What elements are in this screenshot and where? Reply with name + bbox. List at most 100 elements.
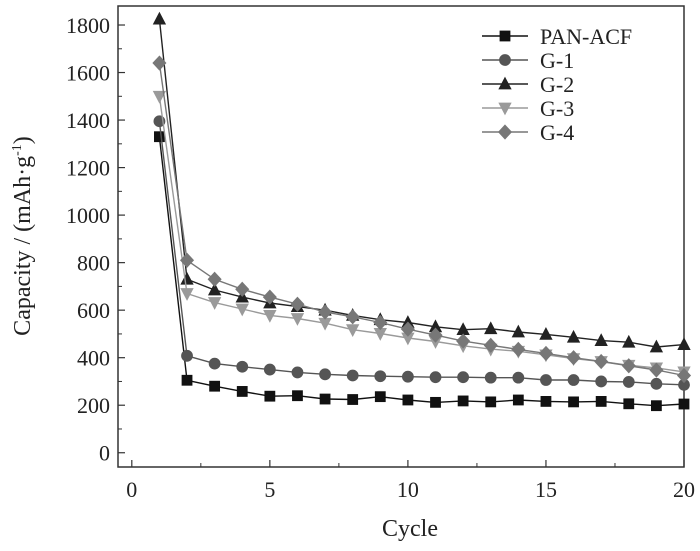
data-point [568, 396, 579, 408]
data-point [347, 394, 359, 405]
series-g-1 [153, 115, 690, 391]
series-pan-acf [154, 131, 690, 412]
data-point [430, 396, 441, 408]
data-point [263, 363, 276, 376]
data-point [291, 366, 304, 379]
data-point [456, 333, 471, 349]
data-point [402, 370, 414, 383]
data-point [373, 314, 388, 331]
data-point [292, 390, 303, 402]
data-point [263, 309, 277, 323]
data-point [457, 371, 470, 384]
data-point [429, 371, 442, 384]
data-point [290, 296, 305, 312]
y-tick-label: 0 [99, 441, 110, 466]
y-tick-label: 1200 [66, 156, 110, 181]
y-tick-label: 200 [77, 393, 110, 418]
data-point [538, 345, 553, 362]
data-point [181, 349, 193, 362]
data-point [374, 370, 387, 383]
data-point [346, 324, 360, 338]
axis-ticks: 0 200 400 600 800 1000 1200 1400 1600 1800 0 5 10 15 2… [66, 13, 695, 502]
legend-entry: G-3 [482, 96, 574, 121]
data-point [483, 337, 498, 353]
data-point [181, 374, 193, 386]
legend-entry: PAN-ACF [482, 24, 632, 49]
y-tick-label: 1600 [66, 61, 110, 86]
data-point [566, 350, 581, 366]
y-axis-label-main: Capacity / (mAh·g [10, 156, 36, 336]
series-g-2 [152, 11, 691, 353]
data-point [484, 371, 497, 384]
x-tick-label: 0 [126, 477, 137, 502]
legend-entry: G-1 [482, 48, 574, 73]
data-point [345, 309, 360, 325]
data-point [402, 394, 414, 406]
data-point [235, 303, 249, 317]
data-point [595, 396, 607, 407]
data-point [650, 400, 662, 412]
legend-entry: G-2 [482, 72, 574, 97]
data-point [180, 288, 194, 301]
plot-frame [117, 5, 685, 468]
data-point [485, 396, 497, 408]
series-g-4 [152, 55, 692, 384]
data-point [180, 271, 194, 285]
data-point [207, 271, 222, 287]
data-point [622, 376, 635, 388]
data-point [457, 395, 469, 407]
data-point [540, 396, 552, 407]
y-tick-label: 1000 [66, 203, 110, 228]
data-point [512, 371, 525, 384]
y-axis-label-superscript: -1 [10, 144, 25, 156]
data-point [511, 324, 526, 338]
data-point [209, 380, 221, 392]
x-tick-label: 5 [264, 477, 275, 502]
y-tick-label: 1800 [66, 13, 110, 38]
data-point [319, 393, 331, 405]
data-point [236, 360, 249, 373]
legend-label: PAN-ACF [540, 24, 632, 49]
data-point [207, 297, 222, 310]
data-point [319, 368, 331, 381]
data-point [512, 394, 524, 406]
legend-marker [499, 54, 511, 66]
legend-marker [499, 30, 511, 42]
legend-entry: G-4 [482, 120, 574, 145]
data-point [152, 55, 167, 71]
data-point [649, 339, 664, 353]
legend-marker [497, 124, 513, 140]
data-point [262, 289, 277, 305]
data-point [594, 353, 609, 370]
data-point [622, 334, 636, 348]
data-point [290, 313, 305, 326]
data-point [649, 362, 664, 378]
data-point [594, 333, 608, 346]
data-point [677, 337, 691, 351]
data-point [676, 367, 692, 384]
data-point [621, 358, 636, 374]
series-line [158, 19, 685, 348]
y-tick-label: 800 [77, 251, 110, 276]
data-point [678, 398, 690, 410]
legend-label: G-4 [540, 120, 574, 145]
x-tick-label: 20 [673, 477, 695, 502]
y-tick-label: 600 [77, 298, 110, 323]
data-point [374, 391, 386, 403]
y-axis-label-close: ) [10, 136, 36, 144]
data-point [400, 321, 415, 337]
legend-label: G-1 [540, 48, 574, 73]
data-point [152, 11, 167, 25]
legend-label: G-2 [540, 72, 574, 97]
data-point [539, 327, 553, 340]
data-point [264, 390, 276, 402]
data-point [152, 90, 167, 104]
data-point [650, 377, 663, 390]
data-point [540, 374, 552, 386]
data-point [484, 321, 498, 335]
series-layer [152, 11, 692, 412]
data-point [179, 252, 195, 268]
